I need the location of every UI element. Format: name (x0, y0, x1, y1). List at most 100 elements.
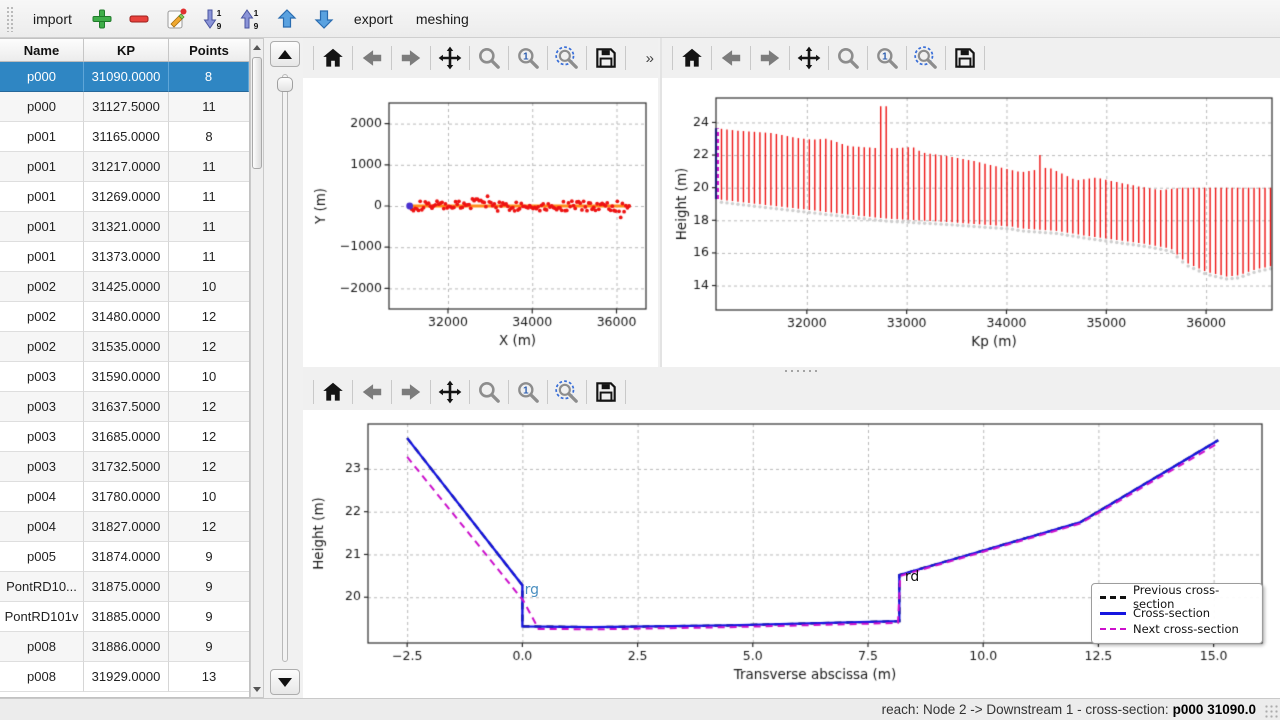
cross-section-profile-plot[interactable] (303, 410, 1280, 698)
table-row[interactable]: p001 31165.0000 8 (0, 122, 249, 152)
scroll-down-button[interactable] (252, 682, 262, 696)
mpl-zoom-1-button[interactable]: 1 (511, 41, 545, 75)
mpl-back-button[interactable] (714, 41, 748, 75)
mpl-back-button[interactable] (355, 41, 389, 75)
toolbar-separator (750, 46, 751, 70)
next-section-button[interactable] (270, 669, 300, 695)
legend-entry: Next cross-section (1100, 621, 1254, 637)
remove-cross-section-button[interactable] (122, 3, 156, 35)
mpl-forward-button[interactable] (394, 41, 428, 75)
table-cell: 31929.0000 (84, 662, 169, 692)
table-cell: p008 (0, 662, 84, 692)
mpl-zoom-button[interactable] (472, 41, 506, 75)
home-icon (682, 48, 702, 67)
table-cell: 12 (169, 512, 249, 542)
move-up-button[interactable] (270, 3, 304, 35)
table-row[interactable]: p002 31480.0000 12 (0, 302, 249, 332)
mpl-zoom-1-button[interactable]: 1 (870, 41, 904, 75)
move-down-button[interactable] (307, 3, 341, 35)
table-cell: p008 (0, 632, 84, 662)
table-row[interactable]: p005 31874.0000 9 (0, 542, 249, 572)
table-row[interactable]: PontRD101v 31885.0000 9 (0, 602, 249, 632)
table-cell: p003 (0, 452, 84, 482)
table-row[interactable]: p004 31780.0000 10 (0, 482, 249, 512)
longitudinal-view-plot[interactable] (662, 78, 1280, 367)
mpl-save-button[interactable] (948, 41, 982, 75)
scroll-up-button[interactable] (252, 40, 262, 54)
table-row[interactable]: p003 31685.0000 12 (0, 422, 249, 452)
column-header-kp[interactable]: KP (84, 39, 169, 61)
toolbar-separator (352, 380, 353, 404)
table-cell: 11 (169, 242, 249, 272)
table-row[interactable]: p002 31425.0000 10 (0, 272, 249, 302)
mpl-back-button[interactable] (355, 375, 389, 409)
cross-section-profile-panel: 1 rg rd Previous cross-section Cross-sect… (303, 374, 1280, 698)
add-cross-section-button[interactable] (85, 3, 119, 35)
legend-line-sample (1100, 595, 1126, 599)
mpl-home-button[interactable] (316, 41, 350, 75)
zoom-selection-icon (555, 46, 578, 69)
mpl-pan-button[interactable] (792, 41, 826, 75)
mpl-save-button[interactable] (589, 41, 623, 75)
section-slider-track[interactable] (277, 74, 293, 662)
longitudinal-view-panel: 1 (660, 38, 1280, 367)
table-row[interactable]: p008 31886.0000 9 (0, 632, 249, 662)
toolbar-separator (352, 46, 353, 70)
table-cell: 12 (169, 422, 249, 452)
mpl-zoom-extent-button[interactable] (909, 41, 943, 75)
table-cell: 31373.0000 (84, 242, 169, 272)
toolbar-overflow-button[interactable]: » (645, 49, 654, 67)
table-row[interactable]: p000 31090.0000 8 (0, 62, 249, 92)
table-row[interactable]: PontRD10... 31875.0000 9 (0, 572, 249, 602)
table-cell: p001 (0, 242, 84, 272)
home-icon (323, 382, 343, 401)
horizontal-splitter[interactable] (303, 367, 1280, 374)
mpl-home-button[interactable] (675, 41, 709, 75)
mpl-pan-button[interactable] (433, 41, 467, 75)
plan-view-plot[interactable] (303, 78, 658, 367)
table-row[interactable]: p002 31535.0000 12 (0, 332, 249, 362)
table-row[interactable]: p001 31373.0000 11 (0, 242, 249, 272)
meshing-button[interactable]: meshing (406, 5, 479, 33)
legend-label: Next cross-section (1133, 622, 1239, 636)
resize-grip[interactable] (1264, 704, 1278, 718)
import-button[interactable]: import (23, 5, 82, 33)
section-slider-thumb[interactable] (277, 77, 293, 92)
table-row[interactable]: p000 31127.5000 11 (0, 92, 249, 122)
table-row[interactable]: p003 31590.0000 10 (0, 362, 249, 392)
mpl-zoom-1-button[interactable]: 1 (511, 375, 545, 409)
table-cell: 9 (169, 632, 249, 662)
mpl-zoom-button[interactable] (831, 41, 865, 75)
toolbar-separator (430, 380, 431, 404)
toolbar-drag-handle[interactable] (6, 5, 13, 32)
mpl-save-button[interactable] (589, 375, 623, 409)
plan-view-panel: 1» (303, 38, 658, 367)
table-row[interactable]: p001 31217.0000 11 (0, 152, 249, 182)
scrollbar-thumb[interactable] (252, 57, 262, 169)
mpl-home-button[interactable] (316, 375, 350, 409)
table-scrollbar[interactable] (250, 38, 264, 698)
export-button[interactable]: export (344, 5, 403, 33)
column-header-points[interactable]: Points (189, 42, 229, 58)
table-row[interactable]: p008 31929.0000 13 (0, 662, 249, 692)
previous-section-button[interactable] (270, 41, 300, 67)
forward-arrow-icon (401, 384, 421, 400)
column-header-name[interactable]: Name (0, 39, 84, 61)
edit-cross-section-button[interactable] (159, 3, 193, 35)
table-row[interactable]: p003 31637.5000 12 (0, 392, 249, 422)
mpl-zoom-extent-button[interactable] (550, 41, 584, 75)
pan-icon (438, 46, 462, 70)
table-row[interactable]: p001 31321.0000 11 (0, 212, 249, 242)
table-row[interactable]: p003 31732.5000 12 (0, 452, 249, 482)
mpl-forward-button[interactable] (394, 375, 428, 409)
mpl-forward-button[interactable] (753, 41, 787, 75)
mpl-pan-button[interactable] (433, 375, 467, 409)
table-row[interactable]: p001 31269.0000 11 (0, 182, 249, 212)
table-row[interactable]: p004 31827.0000 12 (0, 512, 249, 542)
mpl-zoom-button[interactable] (472, 375, 506, 409)
zoom-selection-icon (555, 380, 578, 403)
mpl-zoom-extent-button[interactable] (550, 375, 584, 409)
status-text: reach: Node 2 -> Downstream 1 - cross-se… (881, 702, 1169, 717)
